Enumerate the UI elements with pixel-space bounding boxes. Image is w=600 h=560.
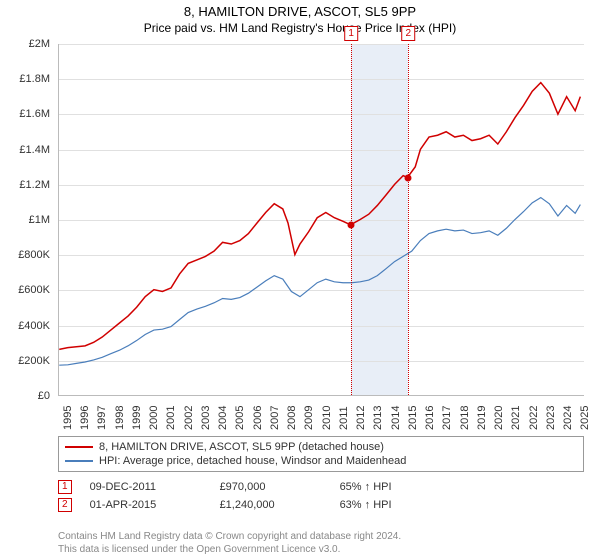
x-tick-label: 2019	[476, 406, 488, 430]
y-tick-label: £2M	[0, 38, 50, 50]
x-tick-label: 1997	[96, 406, 108, 430]
chart-plot-area: 12	[58, 44, 584, 396]
legend-swatch	[65, 460, 93, 462]
x-tick-label: 2016	[424, 406, 436, 430]
transaction-marker: 2	[58, 498, 72, 512]
marker-point	[348, 222, 355, 229]
y-tick-label: £1M	[0, 214, 50, 226]
series-line-price_paid	[59, 83, 580, 350]
marker-label: 2	[401, 26, 415, 41]
x-tick-label: 2010	[321, 406, 333, 430]
x-tick-label: 2023	[545, 406, 557, 430]
x-tick-label: 2015	[407, 406, 419, 430]
legend-label: HPI: Average price, detached house, Wind…	[99, 455, 406, 467]
transaction-marker: 1	[58, 480, 72, 494]
legend-row: 8, HAMILTON DRIVE, ASCOT, SL5 9PP (detac…	[65, 440, 577, 454]
transaction-date: 01-APR-2015	[90, 499, 220, 511]
x-tick-label: 2007	[269, 406, 281, 430]
x-tick-label: 2005	[234, 406, 246, 430]
transaction-table: 1 09-DEC-2011 £970,000 65% ↑ HPI 2 01-AP…	[58, 478, 584, 514]
x-tick-label: 2011	[338, 406, 350, 430]
x-tick-label: 2013	[372, 406, 384, 430]
x-tick-label: 2025	[579, 406, 591, 430]
marker-label: 1	[344, 26, 358, 41]
legend-row: HPI: Average price, detached house, Wind…	[65, 454, 577, 468]
marker-point	[405, 174, 412, 181]
x-tick-label: 2020	[493, 406, 505, 430]
y-tick-label: £1.4M	[0, 144, 50, 156]
x-tick-label: 1996	[79, 406, 91, 430]
legend-swatch	[65, 446, 93, 448]
chart-title: 8, HAMILTON DRIVE, ASCOT, SL5 9PP	[0, 0, 600, 19]
x-tick-label: 2004	[217, 406, 229, 430]
x-tick-label: 2022	[528, 406, 540, 430]
attribution-line: This data is licensed under the Open Gov…	[58, 543, 401, 556]
x-tick-label: 2017	[441, 406, 453, 430]
x-tick-label: 2006	[252, 406, 264, 430]
x-tick-label: 2009	[303, 406, 315, 430]
chart-subtitle: Price paid vs. HM Land Registry's House …	[0, 19, 600, 39]
chart-container: 8, HAMILTON DRIVE, ASCOT, SL5 9PP Price …	[0, 0, 600, 560]
attribution: Contains HM Land Registry data © Crown c…	[58, 530, 401, 556]
x-tick-label: 2014	[390, 406, 402, 430]
y-tick-label: £0	[0, 390, 50, 402]
transaction-delta: 65% ↑ HPI	[340, 481, 460, 493]
transaction-row: 2 01-APR-2015 £1,240,000 63% ↑ HPI	[58, 496, 584, 514]
y-tick-label: £600K	[0, 284, 50, 296]
marker-vline	[351, 44, 352, 395]
chart-lines	[59, 44, 584, 395]
x-tick-label: 2021	[510, 406, 522, 430]
y-tick-label: £800K	[0, 249, 50, 261]
x-tick-label: 2002	[183, 406, 195, 430]
x-tick-label: 2018	[459, 406, 471, 430]
transaction-date: 09-DEC-2011	[90, 481, 220, 493]
y-tick-label: £1.6M	[0, 108, 50, 120]
marker-vline	[408, 44, 409, 395]
legend-label: 8, HAMILTON DRIVE, ASCOT, SL5 9PP (detac…	[99, 441, 384, 453]
transaction-price: £1,240,000	[220, 499, 340, 511]
series-line-hpi	[59, 198, 580, 366]
x-tick-label: 2000	[148, 406, 160, 430]
x-tick-label: 2012	[355, 406, 367, 430]
y-tick-label: £200K	[0, 355, 50, 367]
y-tick-label: £1.8M	[0, 73, 50, 85]
attribution-line: Contains HM Land Registry data © Crown c…	[58, 530, 401, 543]
y-tick-label: £1.2M	[0, 179, 50, 191]
transaction-price: £970,000	[220, 481, 340, 493]
y-tick-label: £400K	[0, 320, 50, 332]
x-tick-label: 1995	[62, 406, 74, 430]
legend-and-data: 8, HAMILTON DRIVE, ASCOT, SL5 9PP (detac…	[58, 436, 584, 514]
x-tick-label: 1998	[114, 406, 126, 430]
x-tick-label: 2003	[200, 406, 212, 430]
legend-box: 8, HAMILTON DRIVE, ASCOT, SL5 9PP (detac…	[58, 436, 584, 472]
transaction-delta: 63% ↑ HPI	[340, 499, 460, 511]
x-tick-label: 2001	[165, 406, 177, 430]
x-tick-label: 2024	[562, 406, 574, 430]
x-tick-label: 2008	[286, 406, 298, 430]
x-tick-label: 1999	[131, 406, 143, 430]
transaction-row: 1 09-DEC-2011 £970,000 65% ↑ HPI	[58, 478, 584, 496]
